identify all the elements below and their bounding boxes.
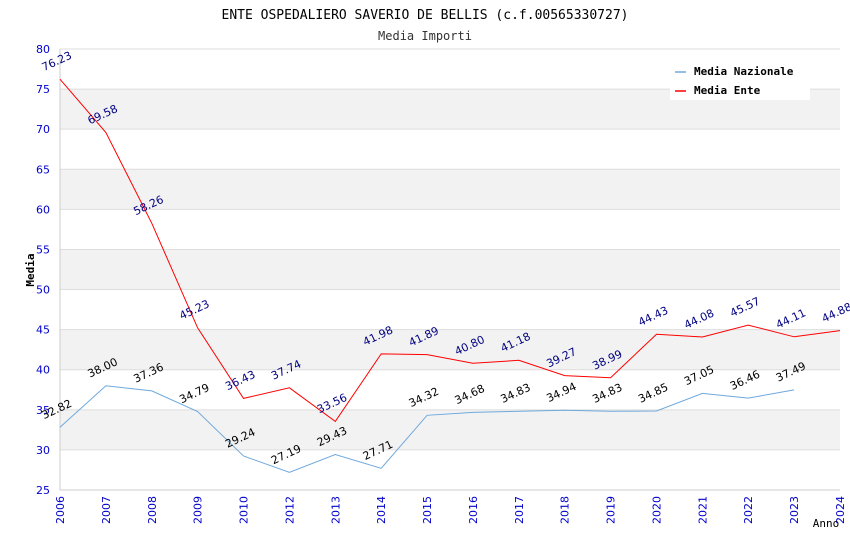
grid-band bbox=[60, 249, 840, 290]
y-tick-label: 35 bbox=[36, 404, 50, 417]
y-axis-title: Media bbox=[24, 253, 37, 286]
y-tick-label: 75 bbox=[36, 83, 50, 96]
x-tick-label: 2010 bbox=[238, 496, 251, 524]
y-tick-label: 60 bbox=[36, 203, 50, 216]
data-label-media-nazionale: 34.32 bbox=[407, 385, 441, 410]
data-label-media-ente: 44.08 bbox=[682, 307, 716, 332]
x-tick-label: 2024 bbox=[834, 496, 847, 524]
x-tick-label: 2016 bbox=[467, 496, 480, 524]
data-label-media-nazionale: 34.79 bbox=[177, 381, 211, 406]
x-tick-label: 2012 bbox=[283, 496, 296, 524]
series-line-media-ente bbox=[59, 78, 841, 423]
grid-band bbox=[60, 169, 840, 210]
y-tick-label: 30 bbox=[36, 444, 50, 457]
x-axis-title: Anno bbox=[813, 517, 840, 530]
y-tick-label: 25 bbox=[36, 484, 50, 497]
x-tick-labels: 2006 2007 2008 2009 2010 2012 2013 2014 2015 2016… bbox=[54, 496, 847, 524]
series-layer bbox=[59, 78, 841, 473]
x-tick-label: 2008 bbox=[146, 496, 159, 524]
x-tick-label: 2020 bbox=[650, 496, 663, 524]
data-label-media-ente: 36.43 bbox=[223, 368, 257, 393]
x-tick-label: 2014 bbox=[375, 496, 388, 524]
y-tick-labels: 25 30 35 40 45 50 55 60 65 70 75 80 bbox=[36, 43, 50, 497]
x-tick-label: 2007 bbox=[100, 496, 113, 524]
data-label-media-ente: 45.57 bbox=[728, 295, 762, 320]
chart-subtitle: Media Importi bbox=[378, 29, 472, 43]
x-tick-label: 2022 bbox=[742, 496, 755, 524]
data-label-media-nazionale: 36.46 bbox=[728, 368, 762, 393]
data-label-media-nazionale: 34.83 bbox=[590, 381, 624, 406]
x-tick-label: 2019 bbox=[605, 496, 618, 524]
legend-label-media-ente: Media Ente bbox=[694, 84, 761, 97]
grid-band bbox=[60, 409, 840, 450]
data-label-media-ente: 44.11 bbox=[774, 306, 808, 331]
x-tick-label: 2018 bbox=[559, 496, 572, 524]
data-label-media-ente: 44.88 bbox=[820, 300, 850, 325]
data-label-media-nazionale: 34.94 bbox=[544, 380, 578, 405]
grid-lines bbox=[60, 48, 840, 491]
x-tick-label: 2013 bbox=[329, 496, 342, 524]
y-tick-label: 80 bbox=[36, 43, 50, 56]
data-label-media-nazionale: 34.85 bbox=[636, 381, 670, 406]
y-tick-label: 50 bbox=[36, 284, 50, 297]
x-tick-label: 2015 bbox=[421, 496, 434, 524]
y-tick-label: 45 bbox=[36, 324, 50, 337]
series-line-media-nazionale bbox=[59, 385, 795, 473]
data-label-media-ente: 45.23 bbox=[177, 297, 211, 322]
legend-label-media-nazionale: Media Nazionale bbox=[694, 65, 794, 78]
x-tick-label: 2009 bbox=[192, 496, 205, 524]
data-label-media-nazionale: 34.68 bbox=[453, 382, 487, 407]
y-tick-label: 70 bbox=[36, 123, 50, 136]
x-tick-label: 2023 bbox=[788, 496, 801, 524]
legend-box bbox=[670, 60, 810, 100]
chart-title: ENTE OSPEDALIERO SAVERIO DE BELLIS (c.f.… bbox=[222, 8, 629, 23]
grid-band bbox=[60, 329, 840, 370]
data-label-media-nazionale: 34.83 bbox=[499, 381, 533, 406]
x-tick-label: 2017 bbox=[513, 496, 526, 524]
x-tick-label: 2006 bbox=[54, 496, 67, 524]
x-tick-label: 2021 bbox=[696, 496, 709, 524]
legend: Media Nazionale Media Ente bbox=[670, 60, 810, 100]
y-tick-label: 65 bbox=[36, 163, 50, 176]
data-label-media-ente: 44.43 bbox=[636, 304, 670, 329]
y-tick-label: 40 bbox=[36, 364, 50, 377]
grid-bands bbox=[60, 89, 840, 450]
y-tick-label: 55 bbox=[36, 243, 50, 256]
